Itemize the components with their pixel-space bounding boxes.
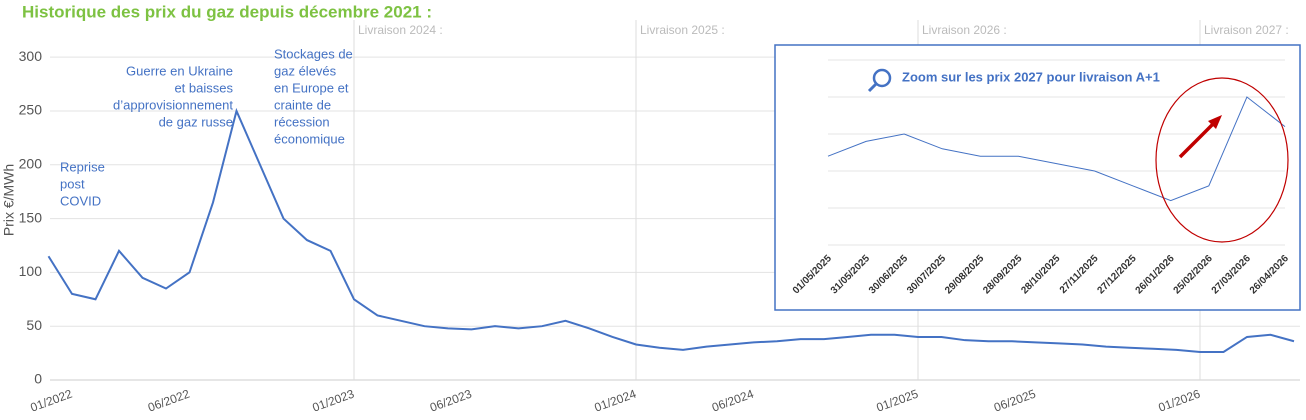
annotation: d’approvisionnement (113, 97, 233, 112)
annotation: Stockages de (274, 46, 353, 61)
zoom-icon-handle (867, 82, 878, 93)
annotation: COVID (60, 193, 101, 208)
y-tick-label: 0 (34, 371, 42, 387)
annotation: récession (274, 114, 330, 129)
arrow-head (1208, 115, 1222, 129)
chart-title: Historique des prix du gaz depuis décemb… (22, 2, 432, 21)
annotation: crainte de (274, 97, 331, 112)
period-label: Livraison 2024 : (358, 23, 443, 37)
annotation: Guerre en Ukraine (126, 63, 233, 78)
zoom-icon (872, 68, 892, 88)
x-tick-label: 01/2023 (311, 387, 357, 415)
annotation: en Europe et (274, 80, 349, 95)
x-tick-label: 06/2022 (146, 387, 192, 415)
x-tick-label: 06/2024 (710, 387, 756, 415)
x-tick-label: 06/2023 (428, 387, 474, 415)
x-tick-label: 01/2022 (29, 387, 75, 415)
annotation: économique (274, 131, 345, 146)
x-tick-label: 06/2025 (992, 387, 1038, 415)
annotation: post (60, 176, 85, 191)
annotation: de gaz russe (159, 114, 233, 129)
annotation: Reprise (60, 159, 105, 174)
period-label: Livraison 2027 : (1204, 23, 1289, 37)
y-tick-label: 100 (19, 263, 43, 279)
arrow (1178, 120, 1217, 159)
y-tick-label: 50 (26, 317, 42, 333)
y-tick-label: 300 (19, 48, 43, 64)
y-tick-label: 200 (19, 155, 43, 171)
period-label: Livraison 2026 : (922, 23, 1007, 37)
x-tick-label: 01/2026 (1157, 387, 1203, 415)
period-label: Livraison 2025 : (640, 23, 725, 37)
highlight-circle (1155, 77, 1289, 243)
y-axis-label: Prix €/MWh (1, 164, 17, 236)
annotation: gaz élevés (274, 63, 337, 78)
y-tick-label: 250 (19, 102, 43, 118)
price-line (47, 107, 1295, 354)
annotation: et baisses (174, 80, 233, 95)
inset-price-line (827, 96, 1286, 202)
inset-title: Zoom sur les prix 2027 pour livraison A+… (902, 69, 1160, 84)
y-tick-label: 150 (19, 209, 43, 225)
x-tick-label: 01/2025 (875, 387, 921, 415)
x-tick-label: 01/2024 (593, 387, 639, 415)
